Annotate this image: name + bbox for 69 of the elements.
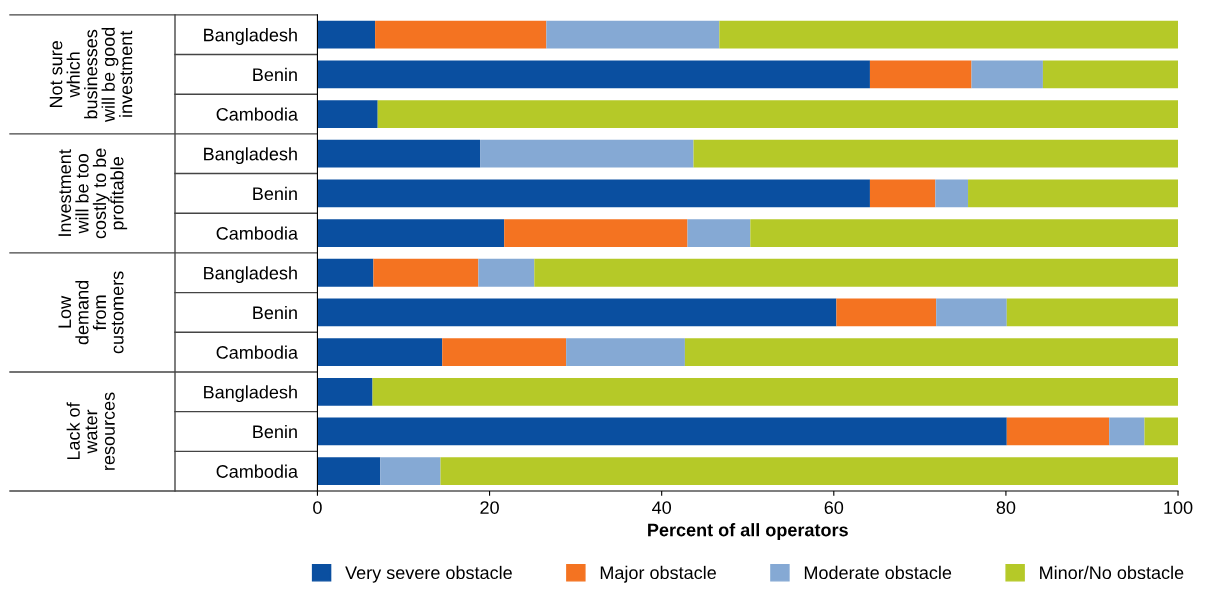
text: Lack of water resources [66,392,115,470]
bar [440,457,1179,486]
bar [1006,417,1110,446]
bar [534,258,1179,287]
bar [317,377,373,406]
x-tick-label: 80 [996,501,1016,514]
bar [317,139,481,168]
bar [317,417,1007,446]
x-tick-label: 40 [652,501,672,514]
bar [317,179,870,208]
bar [693,139,1179,168]
bar [372,377,1179,406]
y-tick-label: Bangladesh [204,385,297,403]
bar [546,20,720,49]
bar [380,457,441,486]
y-tick-label: Benin [253,186,297,201]
text: Investment will be too costly to be profitable [58,148,128,239]
x-axis-title: Percent of all operators [648,523,848,540]
bar [317,20,376,49]
y-tick-label: Bangladesh [204,266,297,284]
text: Low demand from customers [58,271,124,354]
y-tick-label: Bangladesh [204,147,297,164]
bar [377,100,1179,128]
bar [1109,417,1145,446]
bar [936,298,1007,327]
bar [869,60,972,89]
bar [750,219,1179,247]
bar [317,457,381,486]
x-tick-label: 0 [313,501,322,514]
bar [478,258,535,287]
bar [442,338,567,367]
bar [1144,417,1179,446]
y-tick-label: Benin [253,424,297,439]
bar [317,100,378,128]
legend-label: Major obstacle [600,565,716,583]
legend-label: Moderate obstacle [804,565,952,580]
bar [566,338,685,367]
bar [1006,298,1179,327]
bar [317,60,870,89]
bar [971,60,1043,89]
bar [719,20,1179,49]
bar [317,338,443,367]
y-tick-label: Benin [253,305,297,320]
legend-label: Minor/No obstacle [1040,565,1184,580]
text: Not sure which businesses will be good investment [49,27,133,123]
x-tick-label: 20 [480,501,499,514]
y-tick-label: Cambodia [216,107,298,121]
bar [684,338,1179,367]
bar [373,258,479,287]
bar [968,179,1179,208]
x-tick-label: 60 [824,501,844,514]
y-tick-label: Cambodia [216,345,298,359]
bar [1042,60,1179,89]
y-tick-label: Bangladesh [204,28,297,45]
y-tick-label: Benin [253,67,297,82]
bar [317,298,837,327]
legend-label: Very severe obstacle [345,565,512,583]
bar [375,20,547,49]
bar [480,139,694,168]
bar [687,219,751,247]
y-tick-label: Cambodia [216,464,298,478]
bar [317,258,374,287]
x-tick-label: 100 [1164,501,1193,514]
bar [869,179,936,208]
bar [935,179,969,208]
bar [836,298,937,327]
bar [504,219,688,247]
y-tick-label: Cambodia [216,226,298,240]
bar [317,219,505,247]
